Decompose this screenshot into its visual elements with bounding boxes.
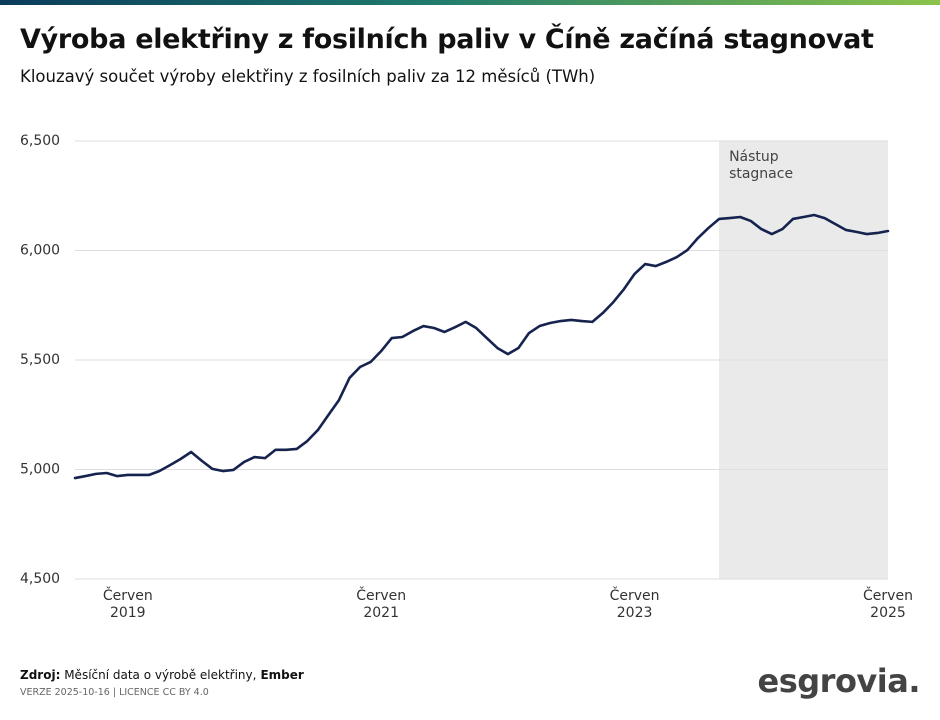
- source-text: Měsíční data o výrobě elektřiny,: [64, 668, 257, 682]
- data-line: [73, 213, 890, 480]
- source-name: Ember: [260, 668, 304, 682]
- source-label: Zdroj:: [20, 668, 61, 682]
- x-tick-label: Červen 2025: [863, 588, 913, 621]
- version: VERZE 2025-10-16 | LICENCE CC BY 4.0: [20, 687, 209, 698]
- y-tick-label: 5,500: [20, 352, 60, 368]
- y-tick-label: 6,500: [20, 133, 60, 149]
- y-tick-label: 4,500: [20, 571, 60, 587]
- x-tick-label: Červen 2023: [609, 588, 660, 621]
- x-tick-label: Červen 2021: [356, 588, 407, 621]
- chart-title: Výroba elektřiny z fosilních paliv v Čín…: [20, 24, 874, 55]
- y-tick-label: 5,000: [20, 462, 60, 478]
- source: Zdroj: Měsíční data o výrobě elektřiny, E…: [20, 668, 304, 682]
- x-tick-label: Červen 2019: [102, 588, 153, 621]
- chart-subtitle: Klouzavý součet výroby elektřiny z fosil…: [20, 67, 596, 86]
- shade-label: Nástup stagnace: [729, 149, 794, 182]
- top-bar: [0, 0, 940, 5]
- logo: esgrovia.: [757, 662, 921, 700]
- y-tick-label: 6,000: [20, 243, 60, 259]
